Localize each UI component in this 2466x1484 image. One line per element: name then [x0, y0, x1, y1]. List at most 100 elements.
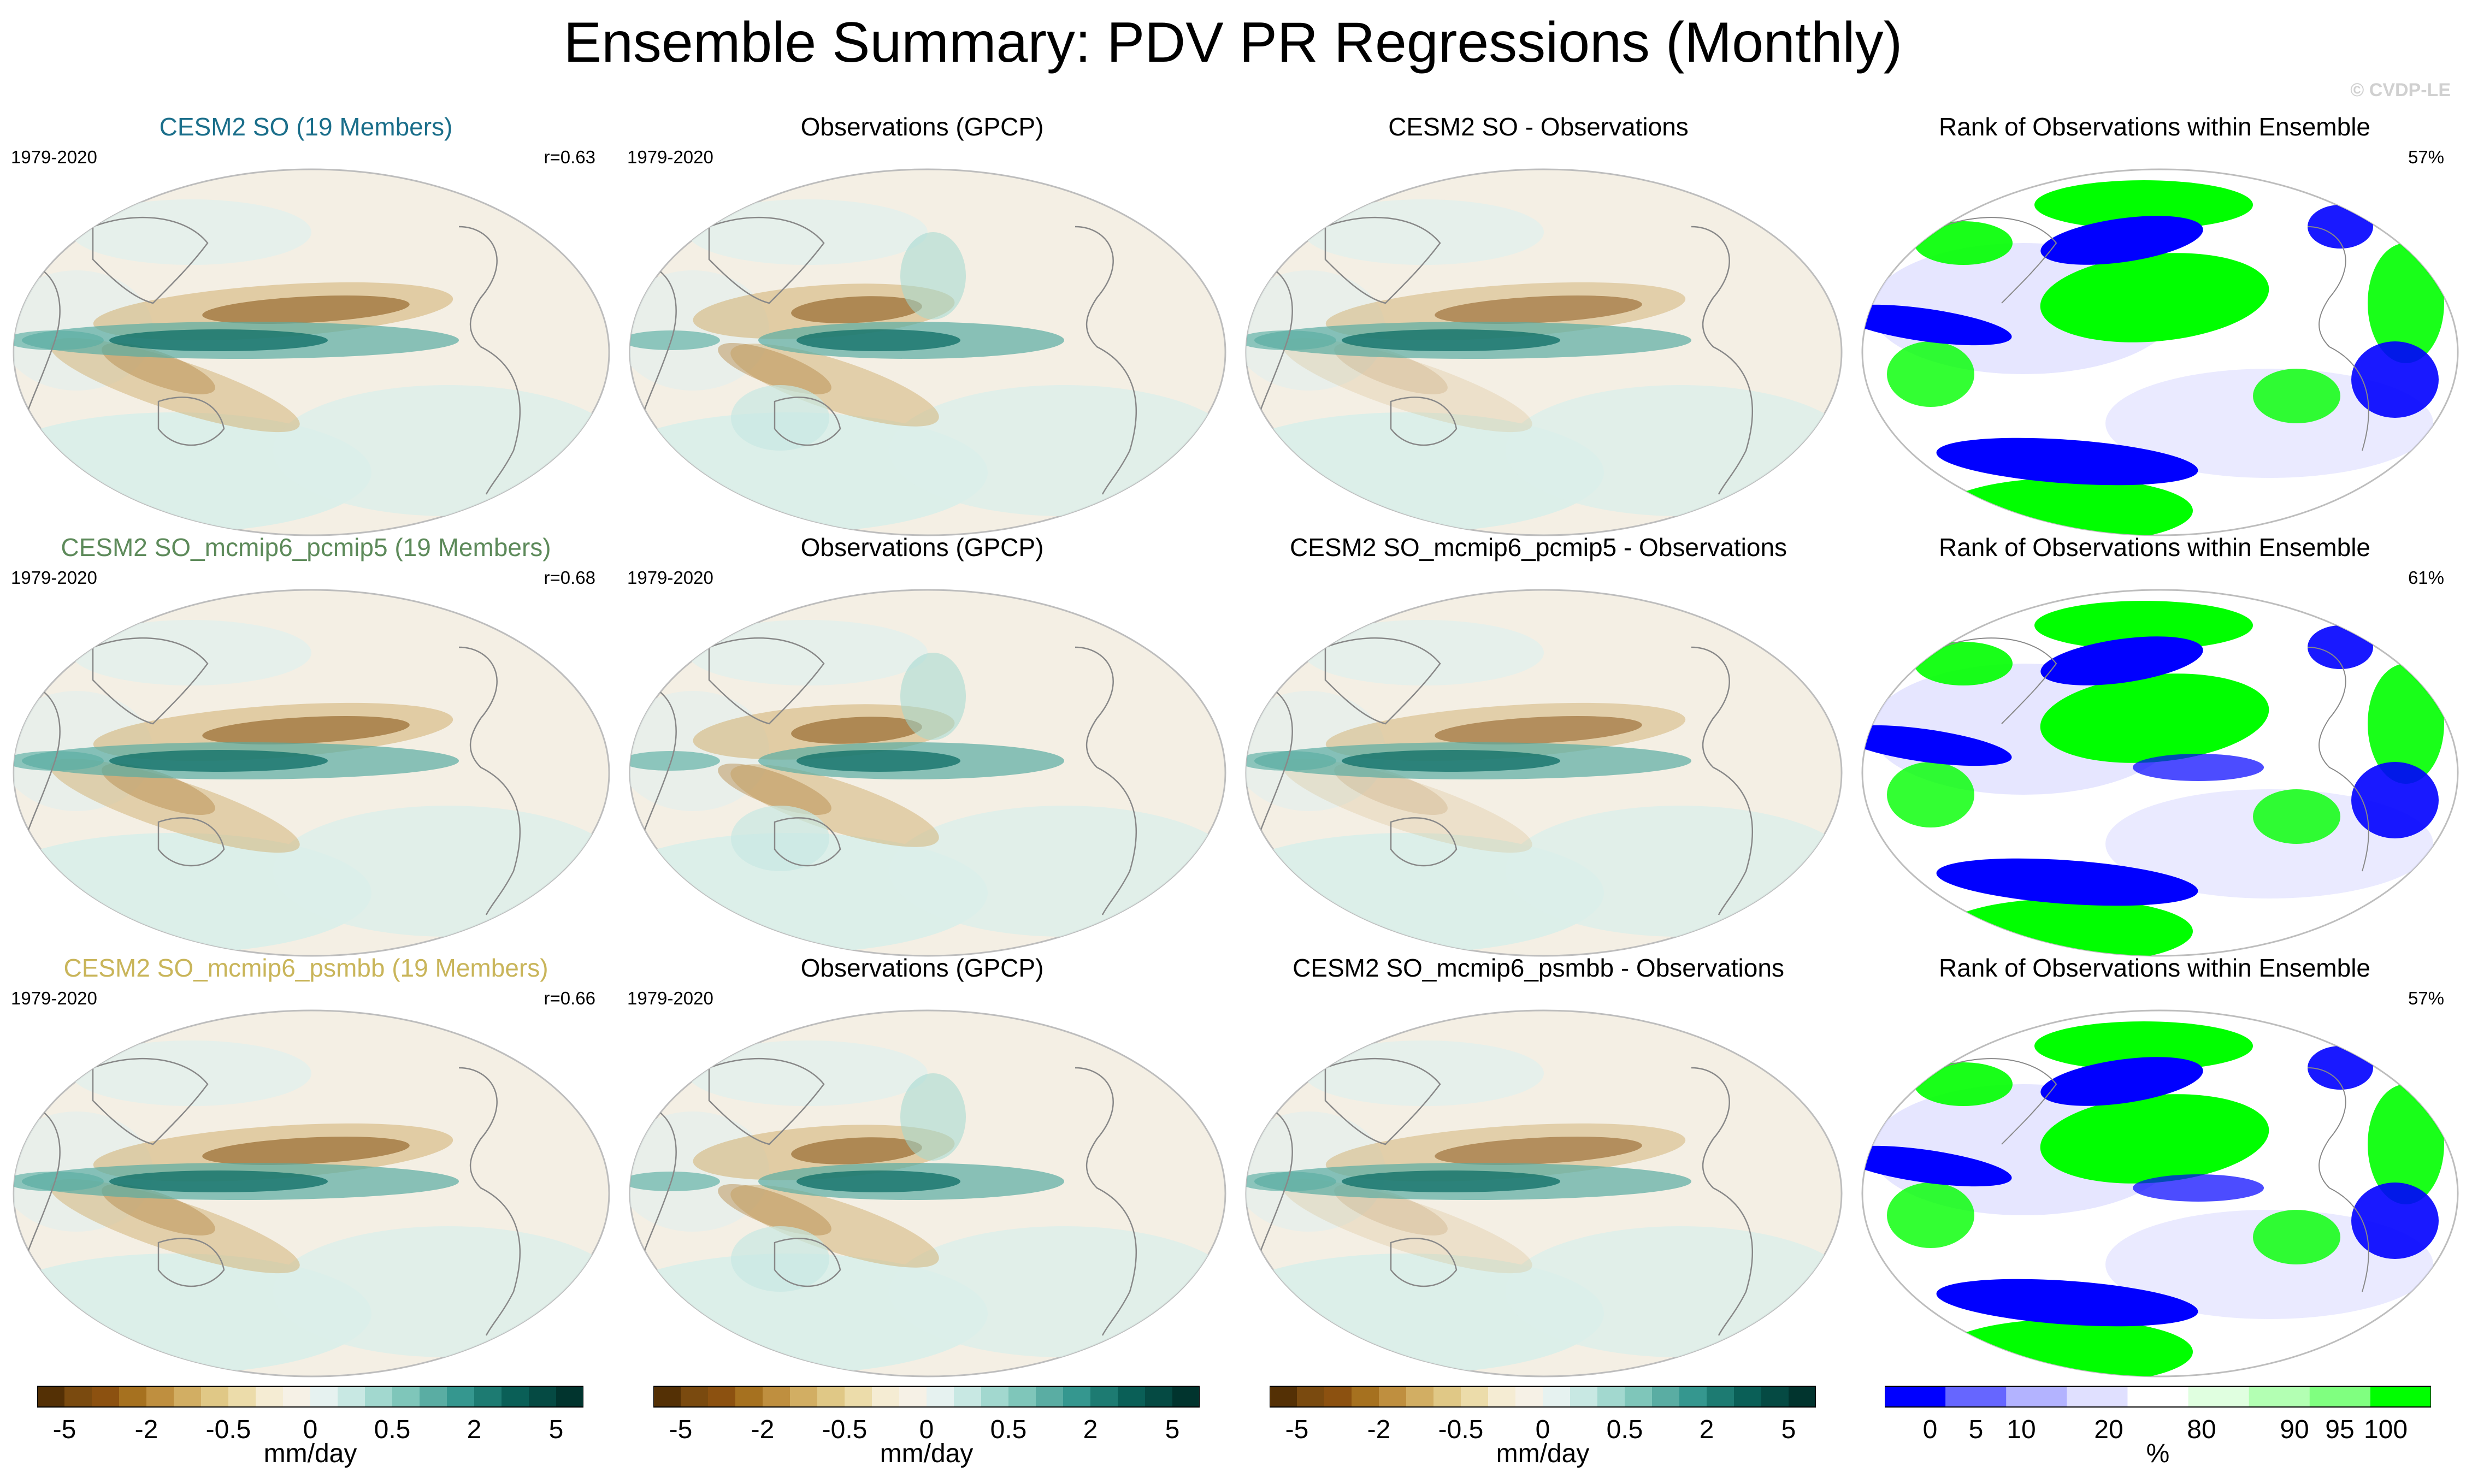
- colorbar-tick-label: 0: [1535, 1415, 1550, 1444]
- map-diff: [1245, 168, 1843, 536]
- colorbar-swatch: [310, 1386, 338, 1407]
- colorbar-swatch: [1270, 1386, 1297, 1407]
- colorbar-swatch: [1761, 1386, 1789, 1407]
- north-band: [71, 199, 311, 265]
- colorbar-swatch: [1625, 1386, 1653, 1407]
- panel-rank-row-1: Rank of Observations within Ensemble 57%: [1849, 112, 2461, 543]
- rank-blue-region: [2133, 754, 2264, 781]
- correlation-label: r=0.63: [544, 147, 596, 167]
- panel-title: CESM2 SO_mcmip6_psmbb - Observations: [1293, 954, 1784, 982]
- asia-outline: [708, 216, 825, 304]
- colorbar-swatch: [2127, 1386, 2189, 1407]
- south-dry-band: [730, 764, 939, 847]
- colorbar-tick-label: 5: [548, 1415, 564, 1444]
- south-pacific-band: [273, 385, 609, 516]
- colorbar-tick-label: 2: [467, 1415, 482, 1444]
- colorbar-swatch: [2309, 1386, 2371, 1407]
- colorbar-swatch: [37, 1386, 65, 1407]
- colorbar-tick-label: -5: [1285, 1415, 1309, 1444]
- rank-green-region: [1914, 221, 2013, 265]
- panel-title: Observations (GPCP): [800, 113, 1044, 141]
- africa-outline: [26, 684, 61, 833]
- continent-outlines: [26, 216, 521, 495]
- colorbar-swatch: [1679, 1386, 1707, 1407]
- south-dry-band: [50, 758, 300, 853]
- south-pacific-band: [273, 806, 609, 937]
- rank-percent-label: 57%: [2408, 147, 2444, 167]
- colorbar-tick-label: 10: [2007, 1415, 2036, 1444]
- colorbar-swatch: [1734, 1386, 1762, 1407]
- americas-outline: [1075, 226, 1137, 495]
- panel-title: Observations (GPCP): [800, 533, 1044, 561]
- colorbar-tick-label: -2: [1367, 1415, 1391, 1444]
- africa-outline: [1259, 1105, 1293, 1254]
- continent-outlines: [1941, 637, 2369, 872]
- rank-light-field: [2105, 789, 2433, 898]
- panel-title: CESM2 SO_mcmip6_pcmip5 (19 Members): [61, 533, 551, 561]
- correlation-label: r=0.68: [544, 567, 596, 588]
- rank-green-region: [2040, 253, 2269, 342]
- colorbar-swatch: [1379, 1386, 1407, 1407]
- colorbar-swatch: [338, 1386, 365, 1407]
- north-dry-core: [202, 716, 410, 744]
- colorbar-tick-label: 20: [2094, 1415, 2123, 1444]
- north-band: [687, 620, 928, 685]
- colorbar-swatch: [174, 1386, 202, 1407]
- rank-green-region: [2034, 180, 2253, 229]
- panel-title: CESM2 SO - Observations: [1388, 113, 1689, 141]
- colorbar-tick-label: 0.5: [374, 1415, 411, 1444]
- colorbar-swatch: [845, 1386, 872, 1407]
- rank-green-region: [2368, 1084, 2444, 1204]
- colorbar-tick-label: -0.5: [1438, 1415, 1484, 1444]
- colorbar-tick-label: 100: [2363, 1415, 2408, 1444]
- australia-outline: [774, 1238, 841, 1287]
- north-pacific-wet: [900, 232, 966, 320]
- colorbar-swatch: [2249, 1386, 2310, 1407]
- rank-green-region: [2368, 664, 2444, 784]
- period-label: 1979-2020: [627, 147, 713, 167]
- rank-blue-region: [1862, 304, 2012, 346]
- americas-outline: [1075, 1067, 1137, 1336]
- map-diff: [1245, 589, 1843, 957]
- rank-blue-region: [2308, 625, 2373, 669]
- africa-outline: [1259, 684, 1293, 833]
- north-band: [687, 1040, 928, 1106]
- panel-title: Rank of Observations within Ensemble: [1938, 954, 2371, 982]
- rank-green-region: [2040, 673, 2269, 763]
- equatorial-wet-core: [797, 1170, 960, 1192]
- colorbar-swatch: [1515, 1386, 1543, 1407]
- colorbar-swatch: [899, 1386, 927, 1407]
- south-dry-band: [50, 338, 300, 433]
- colorbar-3: -5 -2 -0.5 0 0.5 2 5 mm/day: [1270, 1385, 1832, 1478]
- colorbar-swatch: [1570, 1386, 1598, 1407]
- colorbar-swatch: [2370, 1386, 2431, 1407]
- panel-title: CESM2 SO_mcmip6_psmbb (19 Members): [63, 954, 548, 982]
- colorbar-tick-label: 5: [1781, 1415, 1796, 1444]
- north-pacific-wet: [900, 653, 966, 740]
- australia-outline: [774, 817, 841, 867]
- south-pacific-band: [889, 1226, 1225, 1357]
- south-wet-patch: [731, 385, 829, 451]
- period-label: 1979-2020: [11, 567, 97, 588]
- north-dry-core: [791, 717, 922, 744]
- colorbar-swatch: [763, 1386, 790, 1407]
- asia-outline: [1324, 216, 1441, 304]
- colorbar-tick-label: -2: [751, 1415, 775, 1444]
- continent-outlines: [26, 1057, 521, 1336]
- rank-percent-label: 57%: [2408, 988, 2444, 1008]
- colorbar-tick-label: -0.5: [822, 1415, 868, 1444]
- colorbar-swatch: [1707, 1386, 1735, 1407]
- panel-diff-row-2: CESM2 SO_mcmip6_pcmip5 - Observations: [1232, 533, 1844, 964]
- colorbar-tick-label: -0.5: [205, 1415, 251, 1444]
- continent-outlines: [1941, 217, 2369, 451]
- panel-title: Rank of Observations within Ensemble: [1938, 113, 2371, 141]
- rank-green-region: [2040, 1094, 2269, 1184]
- rank-green-region: [2253, 789, 2340, 844]
- continent-outlines: [642, 216, 1137, 495]
- colorbar-tick-label: 2: [1699, 1415, 1714, 1444]
- panel-rank-row-3: Rank of Observations within Ensemble 57%: [1849, 953, 2461, 1385]
- north-dry-core: [202, 1137, 410, 1165]
- equatorial-wet-core: [109, 750, 328, 772]
- colorbar-swatch: [146, 1386, 174, 1407]
- south-pacific-band: [1506, 385, 1842, 516]
